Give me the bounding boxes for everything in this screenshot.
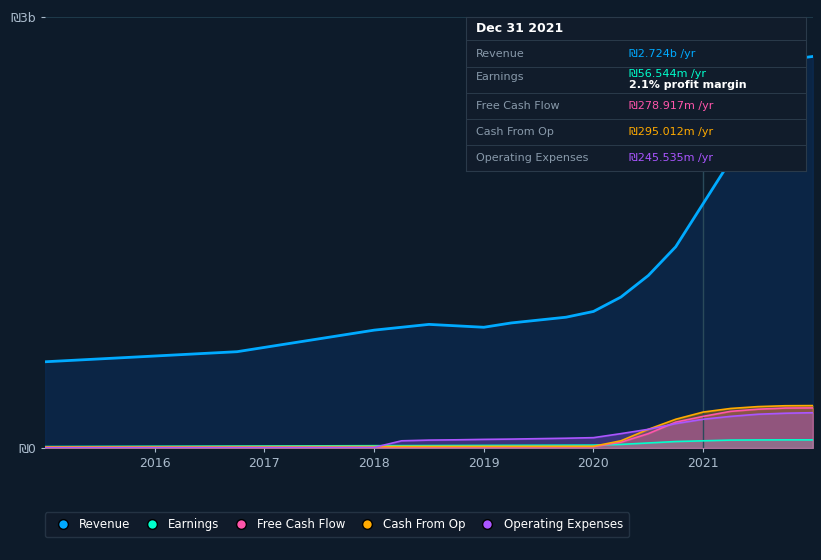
Legend: Revenue, Earnings, Free Cash Flow, Cash From Op, Operating Expenses: Revenue, Earnings, Free Cash Flow, Cash …	[45, 512, 629, 537]
Text: Dec 31 2021: Dec 31 2021	[475, 22, 563, 35]
Text: 2.1% profit margin: 2.1% profit margin	[629, 80, 746, 90]
Text: Operating Expenses: Operating Expenses	[475, 153, 588, 163]
Text: ₪2.724b /yr: ₪2.724b /yr	[629, 49, 695, 59]
Text: Cash From Op: Cash From Op	[475, 127, 553, 137]
Text: ₪245.535m /yr: ₪245.535m /yr	[629, 153, 713, 163]
Text: Revenue: Revenue	[475, 49, 525, 59]
Text: ₪278.917m /yr: ₪278.917m /yr	[629, 101, 713, 111]
Text: Free Cash Flow: Free Cash Flow	[475, 101, 559, 111]
Text: Earnings: Earnings	[475, 72, 525, 82]
Text: ₪56.544m /yr: ₪56.544m /yr	[629, 69, 706, 79]
Text: ₪295.012m /yr: ₪295.012m /yr	[629, 127, 713, 137]
